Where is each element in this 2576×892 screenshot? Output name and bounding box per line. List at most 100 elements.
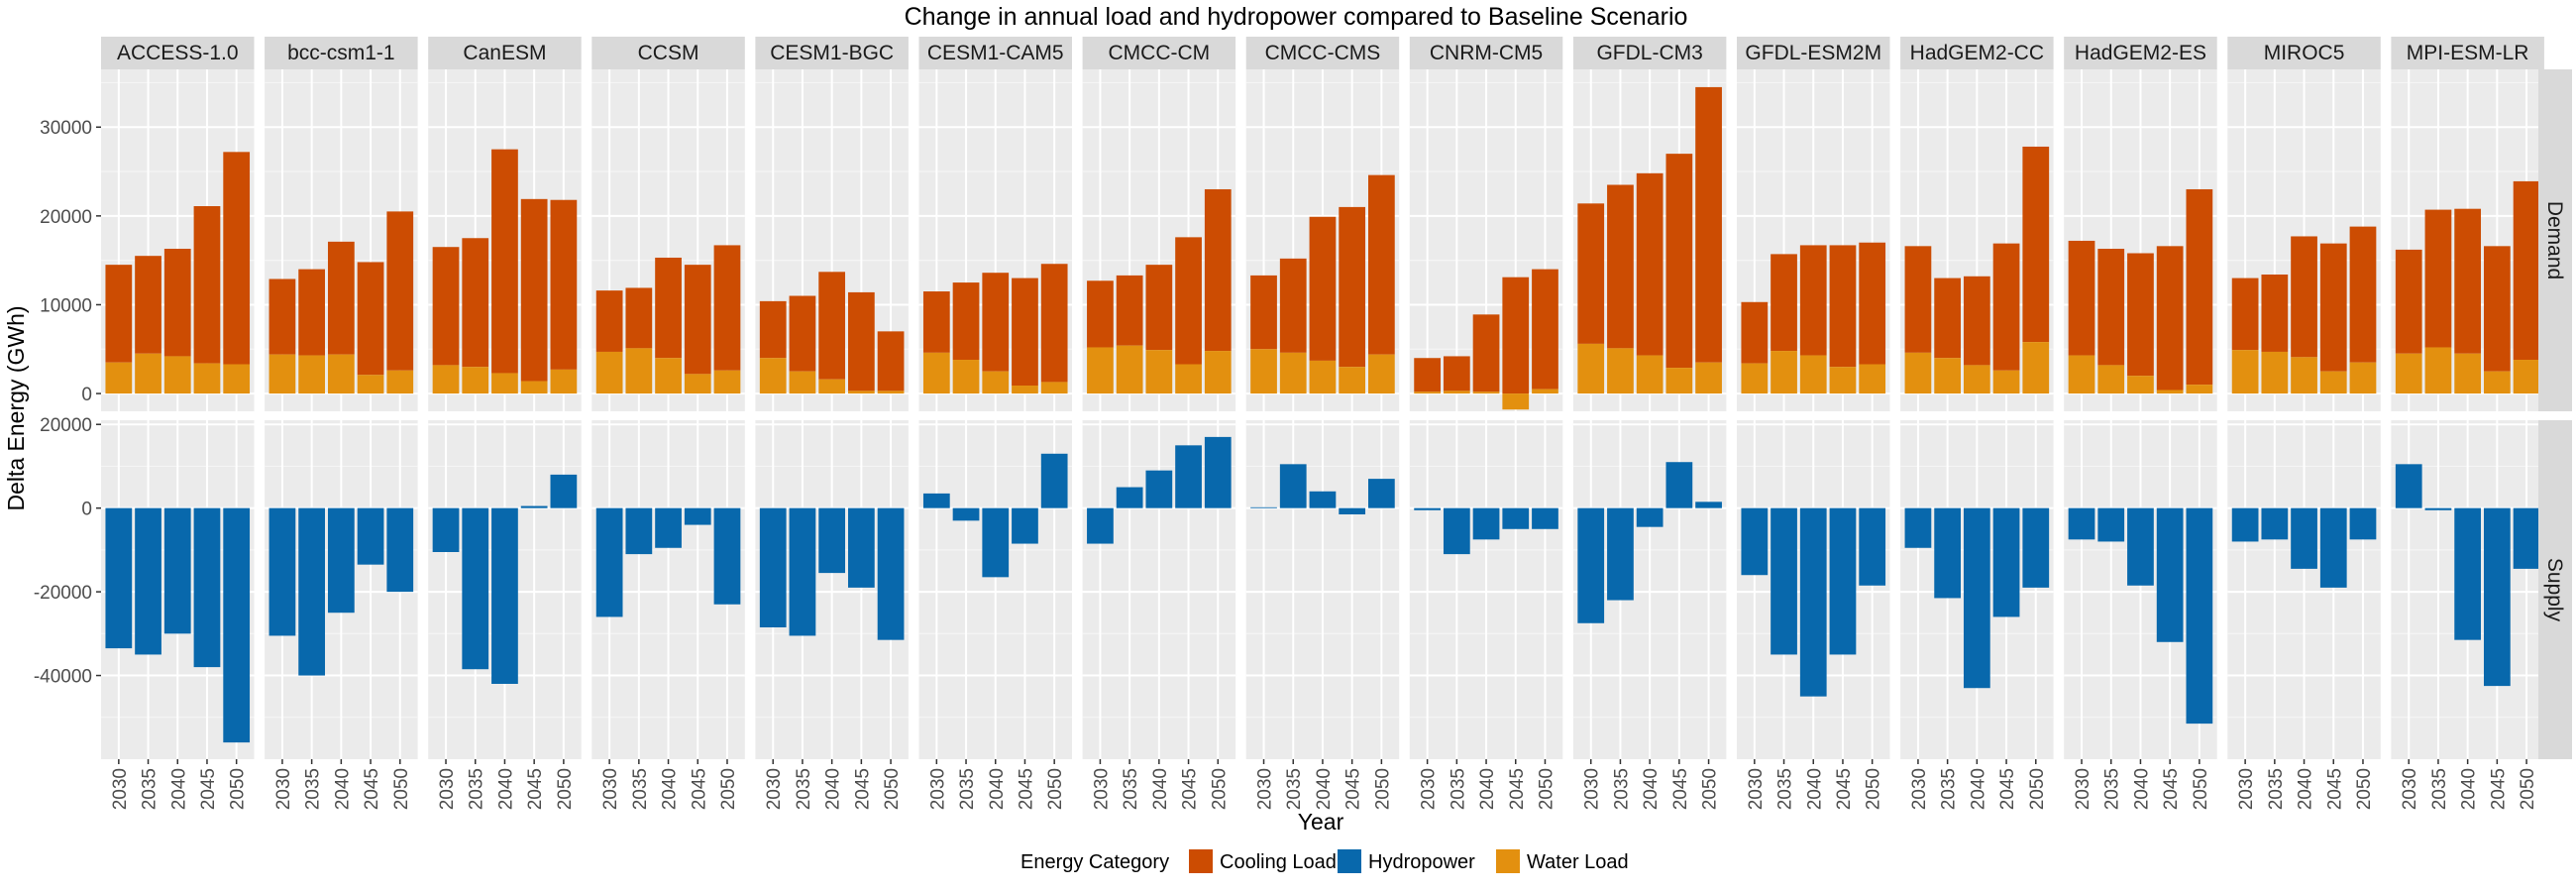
- cooling-load-bar: [223, 152, 251, 365]
- x-tick-label: 2030: [2236, 768, 2257, 810]
- cooling-load-bar: [2319, 243, 2347, 372]
- demand-y-tick-label: 10000: [40, 295, 92, 316]
- legend-label: Cooling Load: [1220, 851, 1337, 873]
- facet-strip: [2391, 37, 2544, 69]
- cooling-load-bar: [386, 211, 414, 371]
- water-load-bar: [847, 390, 875, 394]
- facet-label: CNRM-CM5: [1430, 42, 1543, 64]
- legend-swatch: [1189, 849, 1213, 873]
- facet-panel: HadGEM2-ES 2030 2035 2040 2045 2050: [2064, 37, 2217, 810]
- x-tick-label: 2030: [437, 768, 458, 810]
- water-load-bar: [1040, 382, 1068, 394]
- x-tick-label: 2040: [987, 768, 1008, 810]
- cooling-load-bar: [135, 256, 161, 354]
- water-load-bar: [135, 353, 161, 394]
- facet-panel: GFDL-CM3 2030 2035 2040 2045 2050: [1572, 37, 1727, 810]
- hydropower-bar: [1934, 507, 1962, 599]
- cooling-load-bar: [2097, 249, 2125, 366]
- cooling-load-bar: [1963, 276, 1990, 366]
- row-strip-label: Supply: [2543, 558, 2566, 622]
- x-tick-label: 2030: [2073, 768, 2093, 810]
- hydropower-bar: [1665, 462, 1693, 508]
- water-load-bar: [713, 370, 741, 394]
- facet-strip: [755, 37, 909, 69]
- facet-strip: [1245, 37, 1400, 69]
- facet-panel: GFDL-ESM2M 2030 2035 2040 2045 2050: [1737, 37, 1890, 810]
- hydropower-bar: [2186, 507, 2213, 725]
- facet-strip: [2227, 37, 2381, 69]
- x-tick-label: 2040: [495, 768, 516, 810]
- x-tick-label: 2040: [1641, 768, 1662, 810]
- facet-panel: CMCC-CM 2030 2035 2040 2045 2050: [1082, 37, 1236, 810]
- water-load-bar: [1771, 351, 1797, 394]
- water-load-bar: [1502, 393, 1530, 410]
- cooling-load-bar: [2513, 180, 2540, 361]
- x-tick-label: 2050: [1864, 768, 1884, 810]
- hydropower-bar: [2097, 507, 2125, 542]
- hydropower-bar: [595, 507, 623, 617]
- cooling-load-bar: [2395, 249, 2422, 354]
- x-tick-label: 2045: [525, 768, 546, 810]
- water-load-bar: [1414, 391, 1441, 394]
- cooling-load-bar: [847, 291, 875, 391]
- x-tick-label: 2035: [957, 768, 978, 810]
- x-tick-label: 2050: [2354, 768, 2375, 810]
- facet-label: MIROC5: [2264, 42, 2345, 64]
- hydropower-bar: [1992, 507, 2020, 617]
- cooling-load-bar: [1145, 265, 1173, 351]
- legend-item: Cooling Load: [1189, 849, 1337, 873]
- cooling-load-bar: [2483, 246, 2511, 372]
- facet-panel: bcc-csm1-1 2030 2035 2040 2045 2050: [265, 37, 418, 810]
- water-load-bar: [1607, 348, 1634, 394]
- cooling-load-bar: [193, 206, 221, 364]
- facet-panel: CMCC-CMS 2030 2035 2040 2045 2050: [1245, 37, 1400, 810]
- hydropower-bar: [268, 507, 296, 636]
- cooling-load-bar: [1577, 203, 1605, 344]
- hydropower-bar: [520, 505, 548, 508]
- water-load-bar: [595, 351, 623, 394]
- cooling-load-bar: [952, 282, 980, 361]
- water-load-bar: [1279, 352, 1307, 394]
- facet-label: CMCC-CMS: [1265, 42, 1381, 64]
- legend-label: Hydropower: [1368, 851, 1475, 873]
- cooling-load-bar: [268, 279, 296, 355]
- chart-title: Change in annual load and hydropower com…: [905, 3, 1688, 31]
- cooling-load-bar: [2156, 246, 2184, 390]
- y-axis-title: Delta Energy (GWh): [3, 305, 29, 510]
- facet-strip: [265, 37, 418, 69]
- cooling-load-bar: [1443, 356, 1470, 391]
- x-tick-label: 2050: [391, 768, 412, 810]
- cooling-load-bar: [1695, 86, 1722, 363]
- x-tick-label: 2040: [2459, 768, 2480, 810]
- demand-y-tick-label: 20000: [40, 207, 92, 228]
- cooling-load-bar: [595, 290, 623, 352]
- cooling-load-bar: [520, 198, 548, 382]
- x-tick-label: 2035: [140, 768, 161, 810]
- x-tick-label: 2050: [2518, 768, 2538, 810]
- facet-panel: CESM1-CAM5 2030 2035 2040 2045 2050: [918, 37, 1072, 810]
- cooling-load-bar: [982, 273, 1010, 372]
- water-load-bar: [2231, 350, 2259, 394]
- water-load-bar: [298, 355, 326, 394]
- legend-label: Water Load: [1527, 851, 1629, 873]
- supply-y-tick-label: -40000: [34, 667, 92, 688]
- water-load-bar: [1799, 355, 1827, 394]
- cooling-load-bar: [1502, 277, 1530, 394]
- water-load-bar: [1368, 354, 1395, 394]
- cooling-load-bar: [2186, 188, 2213, 386]
- facet-strip: [1900, 37, 2054, 69]
- water-load-bar: [1443, 390, 1470, 394]
- x-tick-label: 2035: [1775, 768, 1796, 810]
- water-load-bar: [2291, 357, 2317, 394]
- hydropower-bar: [2068, 507, 2095, 540]
- hydropower-bar: [982, 507, 1010, 578]
- x-tick-label: 2050: [1536, 768, 1556, 810]
- water-load-bar: [1992, 370, 2020, 394]
- water-load-bar: [2097, 365, 2125, 394]
- legend-swatch: [1496, 849, 1520, 873]
- cooling-load-bar: [1309, 216, 1337, 361]
- hydropower-bar: [2156, 507, 2184, 642]
- cooling-load-bar: [1250, 275, 1277, 350]
- hydropower-bar: [877, 507, 905, 640]
- hydropower-bar: [2261, 507, 2289, 540]
